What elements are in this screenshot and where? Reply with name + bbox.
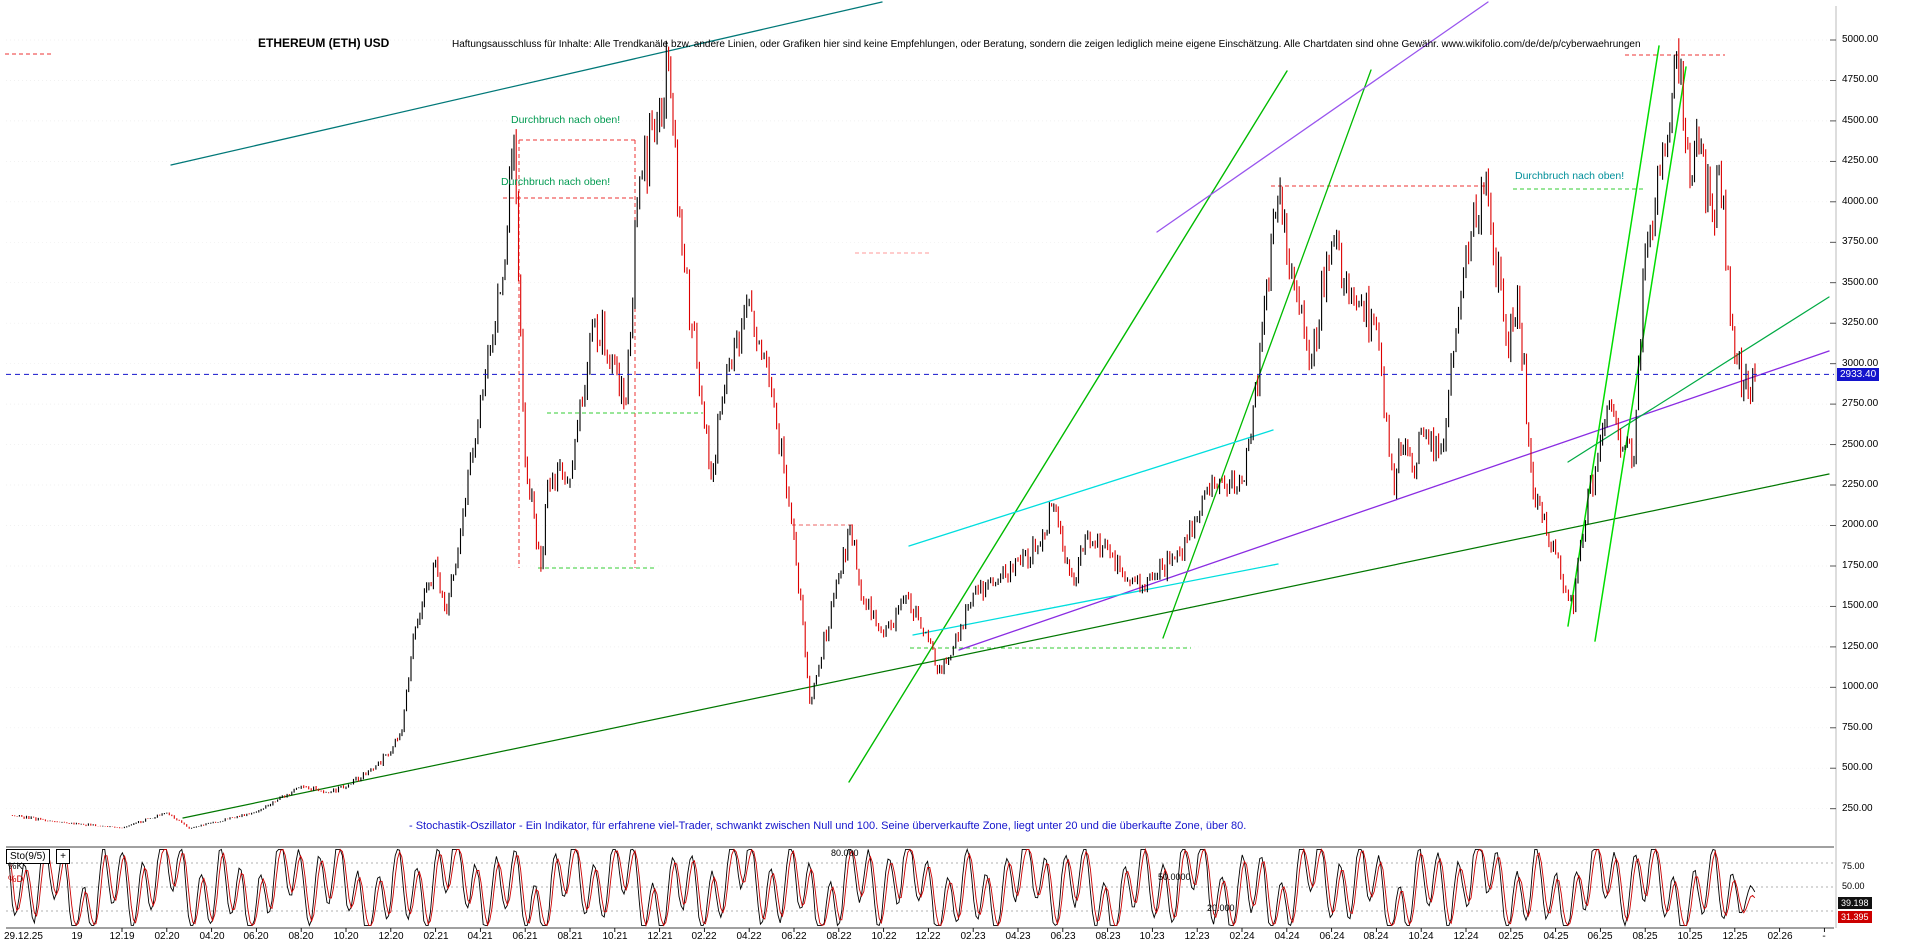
price-axis-label: 4750.00 bbox=[1842, 74, 1879, 85]
x-axis-label: 08.21 bbox=[557, 931, 583, 942]
price-axis-label: 1500.00 bbox=[1842, 600, 1879, 611]
x-axis-label: 12.21 bbox=[647, 931, 673, 942]
x-axis-label: 29.12.25 bbox=[4, 931, 43, 942]
price-axis-label: 2750.00 bbox=[1842, 398, 1879, 409]
x-axis-label: 02.24 bbox=[1229, 931, 1255, 942]
x-axis-label: 08.20 bbox=[288, 931, 314, 942]
x-axis-label: 04.23 bbox=[1005, 931, 1031, 942]
price-axis-label: 750.00 bbox=[1842, 722, 1873, 733]
osc-level-80-label: 80.000 bbox=[831, 848, 859, 858]
price-axis-label: 3750.00 bbox=[1842, 236, 1879, 247]
price-axis-label: 1750.00 bbox=[1842, 560, 1879, 571]
stochastic-note: - Stochastik-Oszillator - Ein Indikator,… bbox=[409, 820, 1247, 832]
x-axis-label: 10.23 bbox=[1139, 931, 1165, 942]
x-axis-label: 12.20 bbox=[378, 931, 404, 942]
price-axis-label: 2500.00 bbox=[1842, 439, 1879, 450]
x-axis-label: 12.25 bbox=[1722, 931, 1748, 942]
breakout-annotation-1: Durchbruch nach oben! bbox=[511, 114, 621, 126]
x-axis-label: 08.22 bbox=[826, 931, 852, 942]
x-axis-label: 12.22 bbox=[915, 931, 941, 942]
percent-d-label: %D bbox=[8, 874, 24, 885]
osc-d-value-badge: 31.395 bbox=[1838, 911, 1872, 923]
x-axis-label: 12.19 bbox=[109, 931, 135, 942]
x-axis-label: 04.24 bbox=[1274, 931, 1300, 942]
x-axis-label: 06.25 bbox=[1587, 931, 1613, 942]
x-axis-label: 04.20 bbox=[199, 931, 225, 942]
x-axis-label: 02.20 bbox=[154, 931, 180, 942]
x-axis-label: 06.23 bbox=[1050, 931, 1076, 942]
osc-axis-50: 50.00 bbox=[1842, 881, 1865, 891]
x-axis-label: 10.24 bbox=[1408, 931, 1434, 942]
breakout-annotation-3: Durchbruch nach oben! bbox=[1515, 170, 1625, 182]
osc-level-20-label: 20.000 bbox=[1207, 903, 1235, 913]
x-axis-label: 10.20 bbox=[333, 931, 359, 942]
price-axis-label: 2000.00 bbox=[1842, 519, 1879, 530]
x-axis-label: 02.25 bbox=[1498, 931, 1524, 942]
price-axis-label: 250.00 bbox=[1842, 803, 1873, 814]
price-axis-label: 1250.00 bbox=[1842, 641, 1879, 652]
price-axis-label: 3500.00 bbox=[1842, 277, 1879, 288]
x-axis-label: 12.23 bbox=[1184, 931, 1210, 942]
breakout-annotation-2: Durchbruch nach oben! bbox=[501, 176, 611, 188]
current-price-badge: 2933.40 bbox=[1837, 368, 1880, 381]
price-axis-label: 3250.00 bbox=[1842, 317, 1879, 328]
osc-level-50-label: 50.0000 bbox=[1158, 872, 1191, 882]
price-axis-label: 4250.00 bbox=[1842, 155, 1879, 166]
price-axis-label: 500.00 bbox=[1842, 762, 1873, 773]
price-axis-label: 3000.00 bbox=[1842, 358, 1879, 369]
disclaimer-text: Haftungsausschluss für Inhalte: Alle Tre… bbox=[452, 39, 1641, 50]
price-axis-label: 4000.00 bbox=[1842, 196, 1879, 207]
x-axis-label: 10.25 bbox=[1677, 931, 1703, 942]
price-axis-label: 5000.00 bbox=[1842, 34, 1879, 45]
x-axis-label: 08.25 bbox=[1632, 931, 1658, 942]
x-axis-label: 06.21 bbox=[512, 931, 538, 942]
chart-title: ETHEREUM (ETH) USD bbox=[258, 36, 390, 50]
x-axis-label: 02.23 bbox=[960, 931, 986, 942]
osc-axis-75: 75.00 bbox=[1842, 861, 1865, 871]
x-axis-label: - bbox=[1822, 931, 1826, 942]
add-indicator-button[interactable]: + bbox=[56, 849, 70, 864]
price-axis-label: 2250.00 bbox=[1842, 479, 1879, 490]
x-axis-label: 04.25 bbox=[1543, 931, 1569, 942]
price-axis-label: 1000.00 bbox=[1842, 681, 1879, 692]
x-axis-label: 19 bbox=[71, 931, 83, 942]
x-axis-label: 06.22 bbox=[781, 931, 807, 942]
x-axis-label: 06.20 bbox=[243, 931, 269, 942]
x-axis-label: 10.22 bbox=[871, 931, 897, 942]
x-axis-label: 10.21 bbox=[602, 931, 628, 942]
x-axis-label: 04.22 bbox=[736, 931, 762, 942]
osc-k-value-badge: 39.198 bbox=[1838, 897, 1872, 909]
x-axis-label: 02.26 bbox=[1767, 931, 1793, 942]
x-axis-label: 08.24 bbox=[1363, 931, 1389, 942]
x-axis-label: 06.24 bbox=[1319, 931, 1345, 942]
x-axis-label: 12.24 bbox=[1453, 931, 1479, 942]
x-axis-label: 04.21 bbox=[467, 931, 493, 942]
percent-k-label: %K bbox=[8, 861, 23, 872]
x-axis-label: 02.21 bbox=[423, 931, 449, 942]
stochastic-indicator-chip[interactable]: Sto(9/5) bbox=[6, 849, 50, 864]
x-axis-label: 02.22 bbox=[691, 931, 717, 942]
price-axis-label: 4500.00 bbox=[1842, 115, 1879, 126]
x-axis-label: 08.23 bbox=[1095, 931, 1121, 942]
